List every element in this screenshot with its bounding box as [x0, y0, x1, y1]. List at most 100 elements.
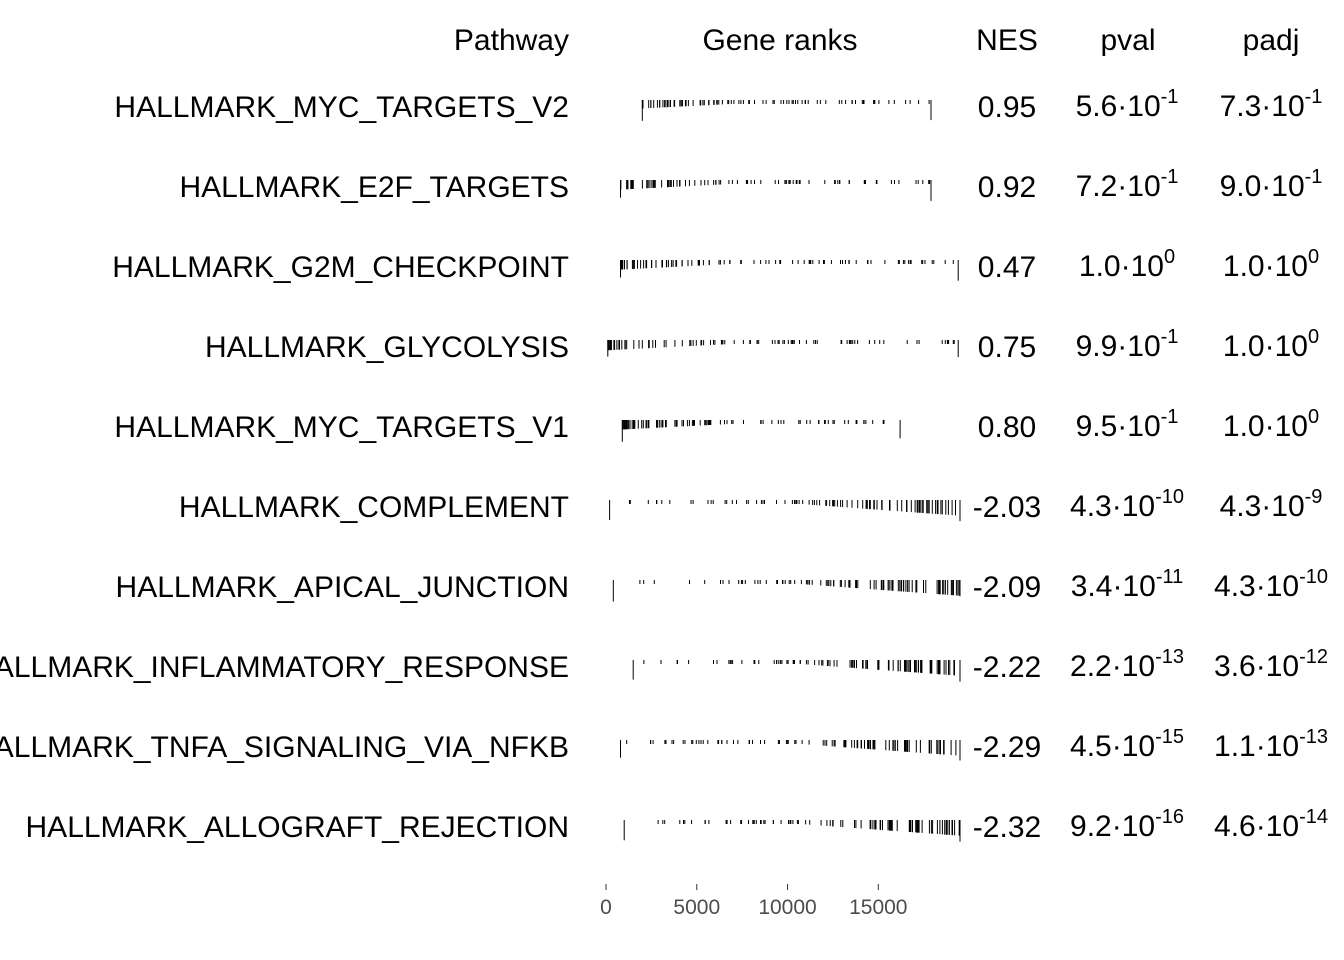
pval-value-mantissa: 2.2	[1070, 650, 1112, 683]
padj-value-times: ·10	[1255, 570, 1300, 603]
pval-value-times: ·10	[1111, 730, 1156, 763]
header-pval: pval	[1100, 24, 1156, 57]
padj-value-mantissa: 1.0	[1222, 410, 1265, 443]
padj-value-exponent: -9	[1304, 486, 1323, 508]
padj-value-times: ·10	[1255, 730, 1300, 763]
padj-value: 9.0·10-1	[1220, 167, 1323, 203]
padj-value: 1.0·100	[1223, 327, 1319, 362]
padj-value: 3.6·10-12	[1214, 647, 1328, 683]
pathway-label: HALLMARK_MYC_TARGETS_V2	[114, 91, 569, 124]
header-gene-ranks: Gene ranks	[702, 24, 858, 57]
pval-value-times: ·10	[1117, 170, 1161, 203]
gene-rank-barcode	[621, 420, 901, 442]
header-nes: NES	[976, 24, 1038, 57]
padj-value-times: ·10	[1261, 490, 1305, 523]
pval-value: 3.4·10-11	[1070, 567, 1184, 603]
padj-value: 1.1·10-13	[1214, 727, 1328, 763]
padj-value-exponent: -14	[1299, 806, 1328, 828]
nes-value: 0.80	[977, 411, 1037, 444]
pval-value-mantissa: 9.9	[1075, 330, 1118, 363]
pval-value-times: ·10	[1120, 250, 1164, 283]
gene-rank-barcode	[632, 660, 961, 682]
padj-value-times: ·10	[1261, 90, 1305, 123]
pval-value: 4.3·10-10	[1070, 487, 1184, 523]
axis-tick-label: 5000	[673, 896, 721, 919]
pval-value-times: ·10	[1112, 570, 1156, 603]
gene-rank-barcode	[620, 260, 959, 281]
gene-rank-barcode	[623, 820, 961, 842]
padj-value-times: ·10	[1255, 650, 1300, 683]
padj-value: 7.3·10-1	[1219, 87, 1323, 123]
pathway-label: HALLMARK_APICAL_JUNCTION	[115, 571, 569, 604]
padj-value-exponent: 0	[1307, 246, 1320, 268]
pathway-label: HALLMARK_MYC_TARGETS_V1	[114, 411, 569, 444]
padj-value-mantissa: 1.1	[1214, 730, 1256, 763]
nes-value: -2.22	[972, 651, 1042, 684]
pval-value-mantissa: 1.0	[1078, 250, 1121, 283]
pval-value-exponent: -16	[1155, 806, 1184, 828]
pval-value-exponent: -10	[1155, 486, 1184, 508]
pval-value-mantissa: 3.4	[1070, 570, 1113, 603]
nes-value: -2.29	[972, 731, 1042, 764]
pathway-label: HALLMARK_COMPLEMENT	[178, 491, 569, 524]
pval-value-times: ·10	[1111, 490, 1156, 523]
padj-value-exponent: -1	[1304, 166, 1323, 188]
header-pathway: Pathway	[453, 24, 569, 57]
pval-value-times: ·10	[1117, 330, 1161, 363]
gene-rank-barcode	[620, 740, 961, 761]
padj-value: 4.3·10-10	[1214, 567, 1328, 603]
padj-value-exponent: -13	[1299, 726, 1328, 748]
gene-rank-barcode	[607, 340, 959, 358]
pval-value-exponent: -13	[1155, 646, 1184, 668]
padj-value-exponent: 0	[1307, 406, 1320, 428]
gene-rank-barcode	[641, 100, 932, 121]
pval-value-mantissa: 7.2	[1075, 170, 1118, 203]
pathway-label: HALLMARK_INFLAMMATORY_RESPONSE	[0, 651, 569, 684]
padj-value: 1.0·100	[1222, 407, 1319, 443]
pathway-label: HALLMARK_GLYCOLYSIS	[204, 331, 569, 364]
padj-value-exponent: -12	[1299, 646, 1328, 668]
pval-value-exponent: 0	[1163, 246, 1176, 268]
nes-value: 0.92	[977, 171, 1037, 204]
padj-value-mantissa: 3.6	[1214, 650, 1256, 683]
pval-value-exponent: -1	[1160, 406, 1179, 428]
pval-value: 7.2·10-1	[1075, 167, 1179, 203]
pval-value: 9.9·10-1	[1075, 327, 1179, 363]
pval-value-mantissa: 9.2	[1070, 810, 1112, 843]
pathway-label: HALLMARK_G2M_CHECKPOINT	[112, 251, 569, 284]
pval-value-times: ·10	[1111, 810, 1156, 843]
pval-value-exponent: -15	[1155, 726, 1184, 748]
padj-value-mantissa: 4.6	[1214, 810, 1256, 843]
pval-value-times: ·10	[1111, 650, 1156, 683]
gene-rank-barcode	[609, 500, 961, 522]
gene-rank-barcode	[620, 180, 932, 201]
padj-value-times: ·10	[1261, 170, 1305, 203]
padj-value-times: ·10	[1264, 410, 1308, 443]
pval-value-times: ·10	[1117, 410, 1161, 443]
nes-value: -2.09	[972, 571, 1042, 604]
axis-tick-label: 10000	[758, 896, 817, 919]
pathway-label: HALLMARK_TNFA_SIGNALING_VIA_NFKB	[0, 731, 569, 764]
padj-value-mantissa: 4.3	[1219, 490, 1262, 523]
pval-value-mantissa: 5.6	[1075, 90, 1118, 123]
axis-tick-label: 0	[600, 896, 612, 919]
pval-value-exponent: -1	[1160, 326, 1179, 348]
padj-value-mantissa: 7.3	[1219, 90, 1262, 123]
padj-value-mantissa: 4.3	[1214, 570, 1256, 603]
pval-value: 4.5·10-15	[1070, 727, 1184, 763]
pval-value-mantissa: 4.3	[1070, 490, 1112, 523]
nes-value: -2.03	[972, 491, 1042, 524]
nes-value: 0.47	[977, 251, 1037, 284]
nes-value: 0.95	[977, 91, 1037, 124]
pathway-label: HALLMARK_ALLOGRAFT_REJECTION	[25, 811, 569, 844]
pval-value-exponent: -1	[1160, 166, 1179, 188]
pval-value: 5.6·10-1	[1075, 87, 1179, 123]
padj-value-times: ·10	[1264, 250, 1308, 283]
nes-value: 0.75	[977, 331, 1037, 364]
pval-value: 2.2·10-13	[1070, 647, 1184, 683]
padj-value: 1.0·100	[1223, 247, 1319, 283]
pval-value: 9.5·10-1	[1076, 407, 1179, 443]
axis-tick-label: 15000	[849, 896, 908, 919]
